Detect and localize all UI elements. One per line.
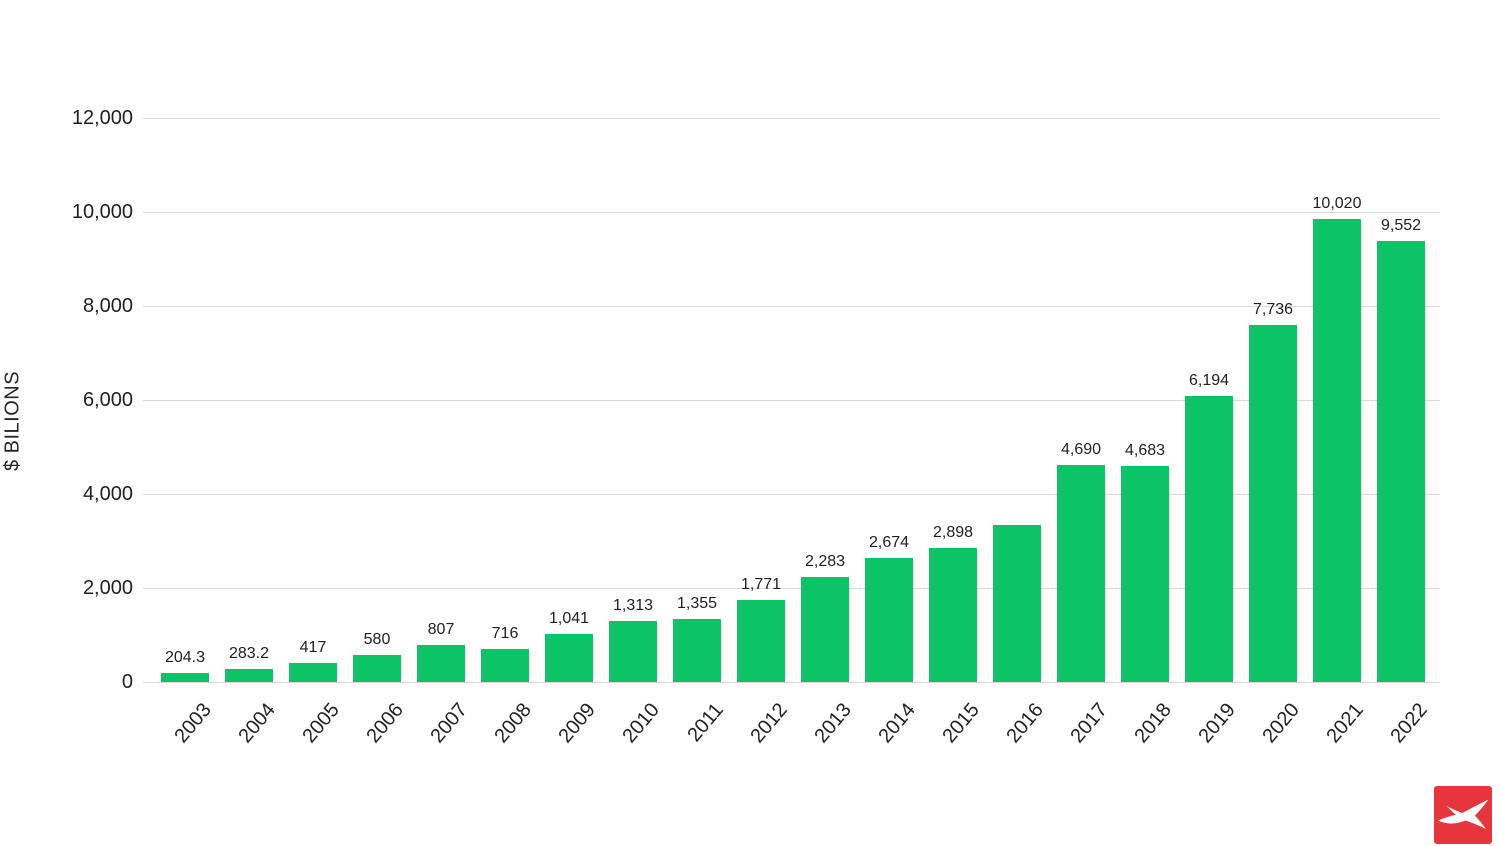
xtb-logo-x-mark [1438,799,1489,829]
x-tick-label-2011: 2011 [683,699,728,747]
bar-value-label-2006: 580 [363,631,391,648]
x-tick-label-2009: 2009 [554,699,600,748]
gridline [143,118,1440,119]
y-tick-label: 6,000 [82,389,133,411]
y-tick-label: 10,000 [71,201,133,223]
x-tick-label-2015: 2015 [938,699,984,748]
x-tick-label-2010: 2010 [618,699,664,748]
bar-2005 [289,663,337,682]
bar-2014 [865,558,913,682]
x-tick-label-2018: 2018 [1130,699,1176,748]
bar-value-label-2011: 1,355 [676,595,718,612]
x-tick-label-2007: 2007 [426,699,472,748]
bar-2009 [545,634,593,682]
gridline [143,212,1440,213]
bar-2006 [353,655,401,682]
bar-value-label-2020: 7,736 [1252,301,1294,318]
x-tick-label-2003: 2003 [170,699,216,748]
bar-2015 [929,548,977,682]
y-tick-label: 8,000 [82,295,133,317]
bar-2010 [609,621,657,682]
gridline [143,682,1440,683]
bar-2019 [1185,396,1233,682]
bar-2020 [1249,325,1297,682]
bar-2008 [481,649,529,682]
bar-value-label-2014: 2,674 [868,534,910,551]
bar-2003 [161,673,209,682]
bar-value-label-2007: 807 [427,621,455,638]
gridline [143,588,1440,589]
y-tick-label: 4,000 [82,483,133,505]
bar-value-label-2008: 716 [491,625,519,642]
gridline [143,306,1440,307]
y-axis-title: $ BILIONS [1,370,24,472]
x-tick-label-2021: 2021 [1322,699,1368,748]
x-tick-label-2005: 2005 [298,699,344,748]
bar-value-label-2018: 4,683 [1124,442,1166,459]
bar-value-label-2017: 4,690 [1060,441,1102,458]
bar-value-label-2013: 2,283 [804,553,846,570]
x-tick-label-2008: 2008 [490,699,536,748]
gridline [143,400,1440,401]
x-tick-label-2020: 2020 [1258,699,1304,748]
x-tick-label-2017: 2017 [1066,699,1112,748]
bar-2011 [673,619,721,682]
x-tick-label-2016: 2016 [1002,699,1048,748]
bar-value-label-2010: 1,313 [612,597,654,614]
y-tick-label: 12,000 [71,107,133,129]
bar-2013 [801,577,849,682]
x-tick-label-2014: 2014 [874,699,920,748]
bar-value-label-2021: 10,020 [1312,195,1362,212]
bar-value-label-2004: 283.2 [228,645,270,662]
bar-value-label-2005: 417 [299,639,327,656]
x-tick-label-2006: 2006 [362,699,408,748]
x-tick-label-2022: 2022 [1386,699,1432,748]
gridline [143,494,1440,495]
bar-2012 [737,600,785,682]
bar-2021 [1313,219,1361,682]
bar-value-label-2022: 9,552 [1380,217,1422,234]
y-tick-label: 2,000 [82,577,133,599]
bar-2007 [417,645,465,682]
bar-2016 [993,525,1041,682]
bar-value-label-2012: 1,771 [740,576,782,593]
x-tick-label-2013: 2013 [810,699,856,748]
bar-2004 [225,669,273,682]
xtb-logo-icon [1434,786,1492,844]
bar-2018 [1121,466,1169,682]
bar-value-label-2015: 2,898 [932,524,974,541]
bar-2017 [1057,465,1105,682]
bar-value-label-2003: 204.3 [164,649,206,666]
bar-2022 [1377,241,1425,682]
bar-value-label-2019: 6,194 [1188,372,1230,389]
x-tick-label-2019: 2019 [1194,699,1240,748]
x-tick-label-2012: 2012 [746,699,792,748]
y-tick-label: 0 [121,671,133,693]
x-tick-label-2004: 2004 [234,699,280,748]
bar-value-label-2009: 1,041 [548,610,590,627]
